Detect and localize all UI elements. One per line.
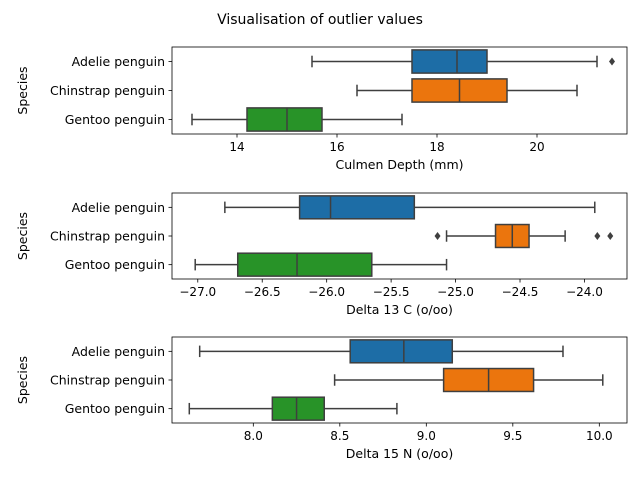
- box-adelie-penguin: [224, 195, 596, 220]
- box-chinstrap-penguin: [356, 78, 578, 103]
- x-tick-label: −24.5: [502, 285, 539, 299]
- y-axis-label: Species: [15, 356, 30, 404]
- outlier-point: [607, 232, 614, 240]
- x-axis-label: Delta 15 N (o/oo): [346, 446, 453, 461]
- outlier-point: [609, 57, 615, 66]
- x-tick-label: 8.0: [244, 429, 263, 443]
- iqr-box: [349, 339, 454, 364]
- x-tick-label: −25.5: [373, 285, 410, 299]
- iqr-box: [298, 195, 416, 220]
- x-tick-label: 9.0: [417, 429, 436, 443]
- box-gentoo-penguin: [194, 252, 448, 277]
- chart-panel-2: Adelie penguin Chinstrap penguin Gentoo pe…: [15, 192, 628, 317]
- box-chinstrap-penguin: [333, 367, 604, 393]
- y-tick-label: Adelie penguin: [72, 54, 165, 69]
- box-adelie-penguin: [311, 49, 615, 74]
- x-tick-label: −26.0: [308, 285, 345, 299]
- x-tick-label: 8.5: [330, 429, 349, 443]
- y-tick-label: Adelie penguin: [72, 200, 165, 215]
- box-gentoo-penguin: [188, 396, 398, 421]
- chart-panel-3: Adelie penguin Chinstrap penguin Gentoo pe…: [15, 336, 628, 461]
- y-tick-label: Chinstrap penguin: [50, 83, 165, 98]
- figure-title: Visualisation of outlier values: [217, 12, 423, 28]
- chart-panel-1: Adelie penguin Chinstrap penguin Gentoo pe…: [15, 46, 628, 172]
- x-tick-label: 10.0: [586, 429, 613, 443]
- y-axis-label: Species: [15, 66, 30, 114]
- x-axis-label: Culmen Depth (mm): [335, 157, 463, 172]
- x-tick-label: 18: [429, 140, 444, 154]
- x-tick-label: 16: [329, 140, 344, 154]
- y-tick-label: Adelie penguin: [72, 344, 165, 359]
- x-tick-label: 9.5: [503, 429, 522, 443]
- iqr-box: [246, 107, 323, 132]
- iqr-box: [271, 396, 325, 421]
- y-tick-label: Gentoo penguin: [65, 112, 165, 127]
- x-tick-label: −26.5: [244, 285, 281, 299]
- box-adelie-penguin: [198, 339, 564, 364]
- y-axis-label: Species: [15, 212, 30, 260]
- x-tick-label: 20: [529, 140, 544, 154]
- iqr-box: [411, 49, 488, 74]
- y-tick-label: Chinstrap penguin: [50, 373, 165, 388]
- iqr-box: [236, 252, 373, 277]
- box-chinstrap-penguin: [434, 223, 614, 249]
- outlier-point: [594, 232, 601, 240]
- x-tick-label: −27.0: [179, 285, 216, 299]
- y-tick-label: Gentoo penguin: [65, 257, 165, 272]
- box-gentoo-penguin: [191, 107, 403, 132]
- x-tick-label: −25.0: [437, 285, 474, 299]
- y-tick-label: Chinstrap penguin: [50, 229, 165, 244]
- outlier-point: [434, 232, 441, 240]
- x-tick-label: 14: [229, 140, 244, 154]
- y-tick-label: Gentoo penguin: [65, 401, 165, 416]
- x-axis-label: Delta 13 C (o/oo): [346, 302, 453, 317]
- x-tick-label: −24.0: [566, 285, 603, 299]
